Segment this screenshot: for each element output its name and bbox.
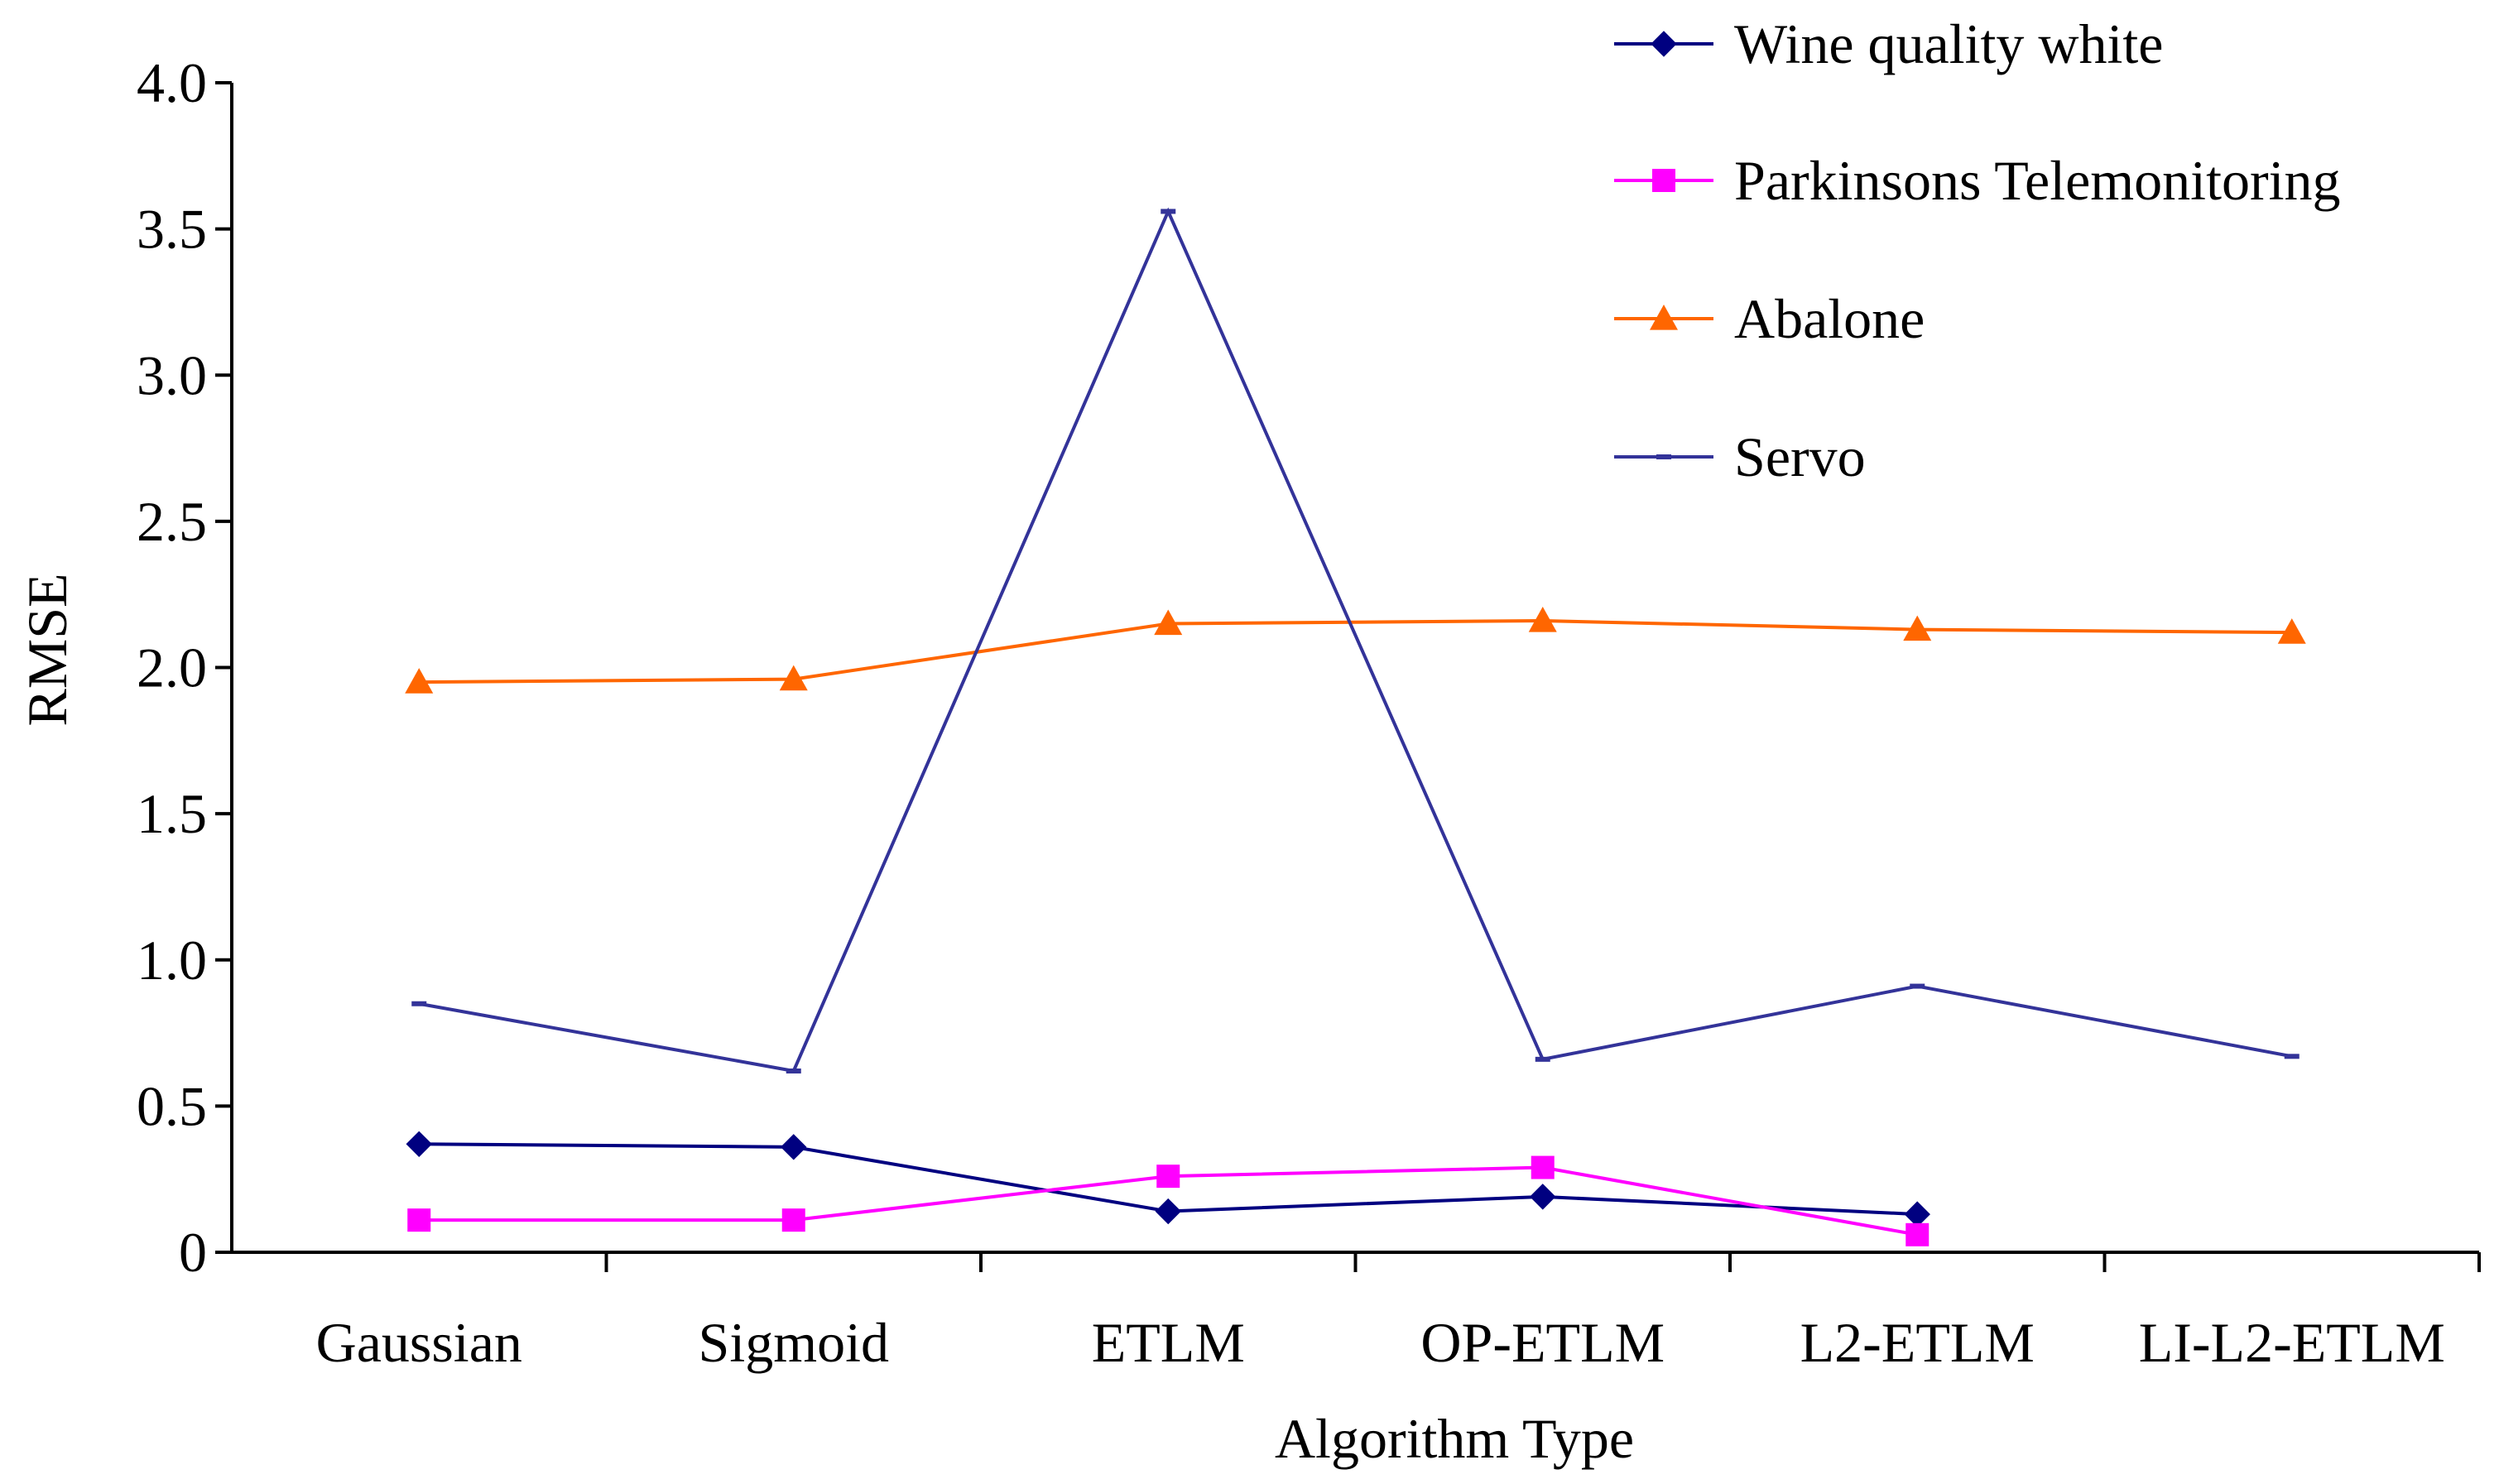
x-tick-label: Gaussian [316,1311,522,1374]
data-point [1161,209,1176,214]
data-point [407,1208,431,1232]
data-point [1905,1222,1930,1246]
data-point [786,1068,801,1073]
y-tick-label: 2.0 [137,636,207,699]
legend: Wine quality white Parkinsons Telemonitor… [1614,12,2341,488]
data-point [1535,1056,1550,1062]
data-point [1904,1201,1930,1227]
series-parkinsons-telemonitoring [407,1155,1930,1246]
legend-marker [1650,305,1678,330]
legend-item: Servo [1614,425,1866,488]
legend-marker [1652,169,1675,192]
data-point [1903,615,1932,641]
y-axis-title: RMSE [16,573,79,726]
y-tick-label: 4.0 [137,51,207,114]
data-point [2277,618,2306,644]
data-point [405,668,434,694]
y-tick-label: 3.0 [137,343,207,406]
data-point [1530,1184,1556,1210]
legend-marker [1656,454,1671,459]
data-point [2284,1054,2300,1059]
y-tick-label: 2.5 [137,490,207,553]
data-point [1528,606,1557,632]
data-point [1154,609,1183,636]
x-tick-label: Sigmoid [699,1311,890,1374]
y-tick-label: 0 [179,1221,207,1284]
series-abalone [405,606,2306,694]
legend-label: Wine quality white [1734,12,2163,75]
legend-marker [1651,31,1677,57]
legend-item: Abalone [1614,287,1925,350]
x-tick-label: ETLM [1092,1311,1245,1374]
legend-label: Servo [1734,425,1866,488]
data-point [1531,1155,1555,1179]
x-axis-title: Algorithm Type [1275,1407,1634,1470]
x-tick-label: LI-L2-ETLM [2139,1311,2445,1374]
data-point [1156,1165,1180,1189]
y-tick-label: 1.0 [137,929,207,992]
data-point [1155,1198,1181,1225]
data-point [781,1208,805,1232]
data-point [406,1131,432,1158]
data-point [1910,983,1925,989]
series-layer [405,207,2306,1246]
axes: 0 0.5 1.0 1.5 2.0 2.5 3.0 3.5 4.0 Gaussian Sigmoid… [137,51,2481,1374]
y-tick-label: 1.5 [137,782,207,845]
legend-item: Parkinsons Telemonitoring [1614,149,2341,212]
data-point [411,1001,427,1006]
data-point [781,1134,807,1160]
data-point [779,665,808,691]
legend-label: Abalone [1734,287,1925,350]
series-wine-quality-white [406,1131,1930,1227]
legend-item: Wine quality white [1614,12,2163,75]
legend-label: Parkinsons Telemonitoring [1734,149,2341,212]
series-line [419,618,2292,684]
y-tick-label: 0.5 [137,1074,207,1137]
series-servo [411,207,2300,1073]
x-tick-label: OP-ETLM [1420,1311,1665,1374]
y-tick-label: 3.5 [137,198,207,261]
series-line [418,207,2293,1073]
x-tick-label: L2-ETLM [1800,1311,2035,1374]
